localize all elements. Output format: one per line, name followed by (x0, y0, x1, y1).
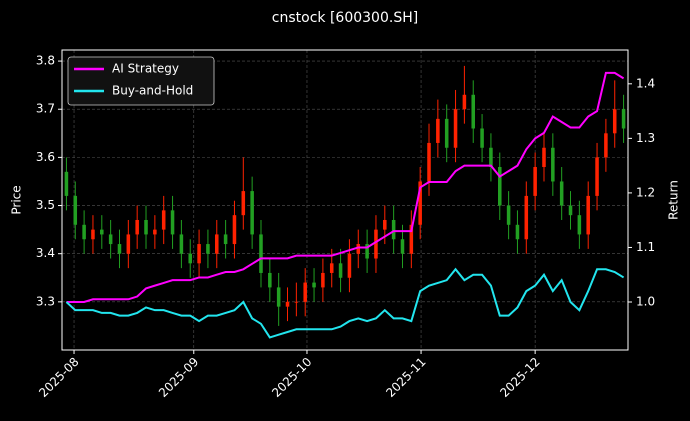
y-tick-label: 3.6 (36, 150, 55, 164)
candle-body (533, 167, 537, 196)
candle-body (144, 219, 148, 235)
candle-body (595, 157, 599, 196)
legend-box (67, 56, 215, 106)
y-tick-label: 3.5 (36, 198, 55, 212)
candle-body (161, 210, 166, 230)
candle-body (108, 234, 113, 245)
candle-body (338, 263, 343, 278)
candle-body (285, 301, 290, 307)
candle-body (612, 109, 617, 134)
candle-body (524, 195, 529, 240)
line-series (66, 71, 625, 303)
y2-tick-label: 1.2 (636, 185, 655, 199)
candle-body (91, 229, 95, 240)
y2-tick-label: 1.1 (636, 240, 655, 254)
legend-label: AI Strategy (112, 62, 179, 76)
candle-body (427, 142, 431, 182)
y2-tick-label: 1.3 (636, 131, 655, 145)
candle-body (100, 229, 104, 235)
candle-body (436, 118, 440, 143)
y2-tick-label: 1.4 (636, 76, 655, 90)
candle-body (347, 253, 352, 278)
y2-tick-label: 1.0 (636, 295, 655, 309)
x-tick-label: 2025-10 (269, 355, 314, 400)
candle-body (250, 191, 254, 235)
candle-body (82, 224, 86, 240)
x-tick-label: 2025-09 (156, 355, 201, 400)
plot-frame (61, 49, 629, 351)
x-tick-label: 2025-12 (497, 355, 542, 400)
candle-body (568, 205, 573, 216)
candle-body (497, 167, 502, 206)
candle-body (374, 229, 378, 259)
candle-body (179, 234, 184, 254)
candle-body (329, 263, 334, 273)
candle-body (294, 301, 299, 303)
candle-body (365, 244, 369, 259)
candle-body (453, 109, 458, 148)
candle-body (480, 128, 484, 148)
candle-body (356, 244, 361, 254)
candle-body (462, 94, 467, 110)
line-series (65, 267, 625, 339)
candle-body (232, 215, 237, 245)
candle-body (73, 195, 78, 225)
candle-body (400, 239, 405, 254)
x-tick-label: 2025-11 (383, 355, 428, 400)
candle-body (268, 272, 272, 288)
candle-body (214, 234, 219, 254)
y-tick-label: 3.4 (36, 246, 55, 260)
candle-body (559, 181, 564, 206)
y-axis-label: Price (10, 185, 24, 214)
y-tick-label: 3.8 (36, 54, 55, 68)
x-tick-label: 2025-08 (36, 355, 81, 400)
candle-body (542, 147, 546, 168)
y-tick-label: 3.7 (36, 102, 55, 116)
candle-body (391, 219, 396, 240)
candle-body (188, 253, 193, 264)
candle-body (241, 191, 246, 216)
candle-body (312, 282, 316, 288)
candle-body (170, 210, 175, 235)
candle-body (206, 244, 210, 254)
candle-body (418, 181, 422, 225)
candle-body (321, 272, 325, 288)
y-tick-label: 3.3 (36, 294, 55, 308)
candle-body (604, 133, 608, 158)
candle-body (444, 118, 449, 148)
candle-body (276, 287, 281, 307)
candle-body (153, 229, 157, 235)
candle-body (577, 215, 582, 235)
candle-body (197, 244, 201, 264)
candle-body (489, 147, 493, 168)
candle-body (126, 234, 131, 254)
candle-body (551, 147, 555, 182)
candle-body (409, 224, 414, 254)
candle-body (471, 94, 476, 129)
candle-body (586, 195, 590, 235)
y2-axis-label: Return (667, 180, 681, 220)
candle-body (506, 205, 511, 225)
candle-body (621, 109, 626, 129)
candle-body (135, 219, 139, 235)
candle-body (303, 282, 307, 302)
legend-label: Buy-and-Hold (112, 84, 193, 98)
candle-body (117, 244, 122, 254)
candle-body (383, 219, 387, 230)
candle-body (515, 224, 520, 240)
candle-body (64, 171, 69, 196)
candle-body (223, 234, 228, 245)
chart-title: cnstock [600300.SH] (272, 10, 418, 26)
candle-body (259, 234, 263, 273)
